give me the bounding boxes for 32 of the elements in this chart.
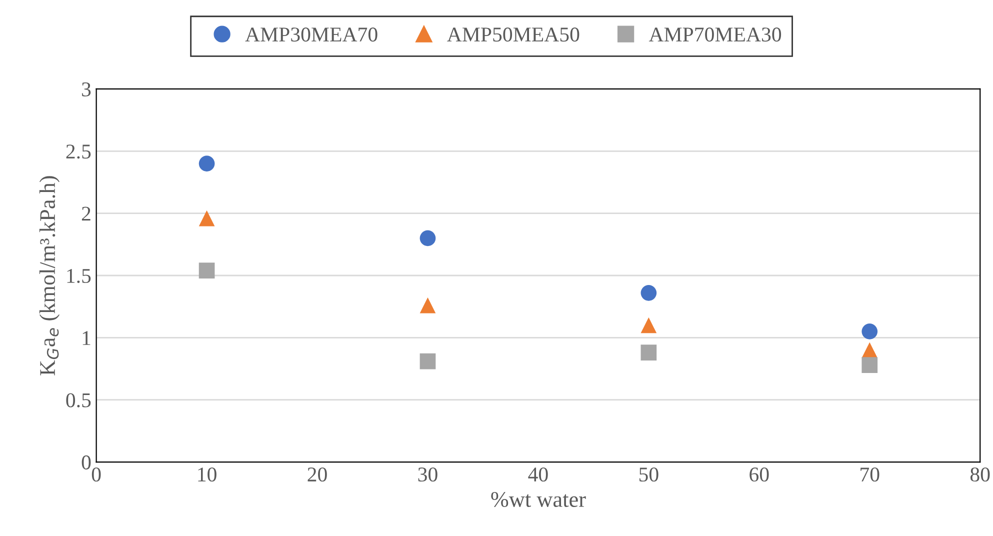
point bbox=[198, 262, 215, 278]
y-tick-label: 3 bbox=[82, 82, 91, 96]
x-tick-label: 40 bbox=[528, 467, 548, 482]
x-tick-label: 0 bbox=[92, 467, 101, 482]
legend-label: AMP70MEA30 bbox=[648, 28, 782, 42]
point bbox=[420, 353, 436, 370]
legend-label: AMP50MEA50 bbox=[447, 28, 580, 42]
x-tick-label: 70 bbox=[860, 467, 880, 482]
point bbox=[420, 230, 436, 246]
point bbox=[862, 324, 878, 340]
y-tick-label: 2.5 bbox=[66, 144, 91, 159]
point bbox=[640, 284, 657, 301]
x-axis-title: %wt water bbox=[491, 492, 586, 508]
x-tick-label: 50 bbox=[639, 467, 658, 482]
legend-label: AMP30MEA70 bbox=[245, 28, 378, 42]
x-tick-label: 20 bbox=[308, 467, 327, 482]
y-axis-title: K$_{G}$a$_{e}$ (kmol/m³.kPa.h) bbox=[39, 176, 60, 376]
point bbox=[862, 357, 878, 373]
x-tick-label: 10 bbox=[198, 467, 216, 482]
y-tick-label: 0.5 bbox=[66, 393, 91, 408]
x-tick-label: 60 bbox=[750, 467, 769, 482]
point bbox=[198, 210, 215, 226]
point bbox=[640, 344, 657, 361]
x-tick-label: 80 bbox=[970, 467, 990, 482]
y-tick-label: 0 bbox=[82, 455, 91, 470]
x-tick-label: 30 bbox=[418, 467, 438, 482]
point bbox=[420, 297, 436, 314]
y-tick-label: 1 bbox=[82, 331, 90, 345]
point bbox=[640, 317, 657, 334]
y-tick-label: 1.5 bbox=[67, 268, 91, 284]
point bbox=[198, 156, 215, 172]
y-tick-label: 2 bbox=[82, 206, 90, 221]
